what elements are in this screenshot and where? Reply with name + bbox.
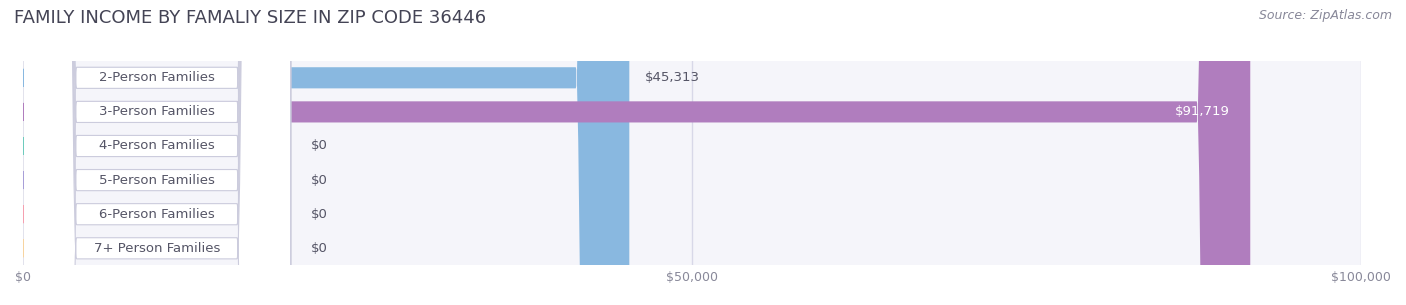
FancyBboxPatch shape: [22, 0, 1250, 305]
Text: $0: $0: [311, 174, 328, 187]
Text: 4-Person Families: 4-Person Families: [98, 139, 215, 152]
Bar: [22, 197, 1361, 231]
FancyBboxPatch shape: [22, 0, 291, 305]
Text: 5-Person Families: 5-Person Families: [98, 174, 215, 187]
Text: Source: ZipAtlas.com: Source: ZipAtlas.com: [1258, 9, 1392, 22]
FancyBboxPatch shape: [22, 0, 291, 305]
Text: 6-Person Families: 6-Person Families: [98, 208, 215, 221]
Text: $0: $0: [311, 139, 328, 152]
Text: $0: $0: [311, 242, 328, 255]
Text: 2-Person Families: 2-Person Families: [98, 71, 215, 84]
FancyBboxPatch shape: [22, 0, 291, 305]
Bar: [22, 231, 1361, 265]
Text: 7+ Person Families: 7+ Person Families: [94, 242, 219, 255]
Text: $45,313: $45,313: [645, 71, 700, 84]
Bar: [22, 163, 1361, 197]
Bar: [22, 129, 1361, 163]
Bar: [22, 95, 1361, 129]
Text: $91,719: $91,719: [1175, 106, 1230, 118]
FancyBboxPatch shape: [22, 0, 291, 305]
FancyBboxPatch shape: [22, 0, 291, 305]
Text: 3-Person Families: 3-Person Families: [98, 106, 215, 118]
Text: $0: $0: [311, 208, 328, 221]
Text: FAMILY INCOME BY FAMALIY SIZE IN ZIP CODE 36446: FAMILY INCOME BY FAMALIY SIZE IN ZIP COD…: [14, 9, 486, 27]
FancyBboxPatch shape: [22, 0, 291, 305]
FancyBboxPatch shape: [22, 0, 630, 305]
Bar: [22, 61, 1361, 95]
